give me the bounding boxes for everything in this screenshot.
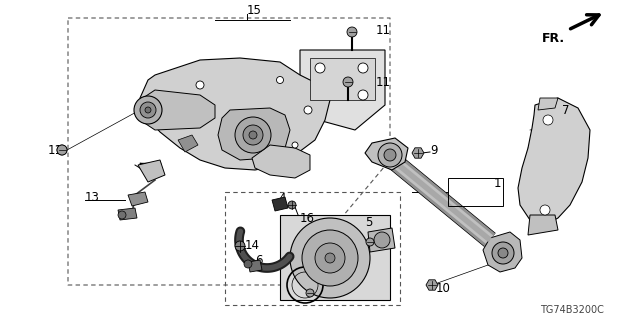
- Text: 1: 1: [494, 177, 502, 189]
- Text: 3: 3: [300, 269, 307, 283]
- Circle shape: [235, 241, 245, 251]
- Circle shape: [57, 145, 67, 155]
- Text: 11: 11: [376, 76, 391, 89]
- Polygon shape: [272, 197, 288, 211]
- Text: 10: 10: [436, 282, 451, 294]
- Circle shape: [304, 106, 312, 114]
- Polygon shape: [248, 260, 262, 272]
- Circle shape: [134, 96, 162, 124]
- Text: 8: 8: [348, 234, 355, 246]
- Circle shape: [378, 143, 402, 167]
- Text: 2: 2: [148, 164, 156, 177]
- Circle shape: [196, 81, 204, 89]
- Circle shape: [235, 117, 271, 153]
- Circle shape: [358, 90, 368, 100]
- Circle shape: [498, 248, 508, 258]
- Circle shape: [315, 243, 345, 273]
- Polygon shape: [310, 58, 375, 100]
- Circle shape: [492, 242, 514, 264]
- Text: 5: 5: [365, 215, 372, 228]
- Polygon shape: [128, 192, 148, 206]
- Circle shape: [57, 145, 67, 155]
- Circle shape: [343, 77, 353, 87]
- Circle shape: [366, 238, 374, 246]
- Polygon shape: [118, 208, 137, 220]
- Circle shape: [145, 107, 151, 113]
- Text: 15: 15: [247, 4, 262, 17]
- Text: FR.: FR.: [542, 32, 565, 45]
- Text: 13: 13: [85, 190, 100, 204]
- Polygon shape: [412, 148, 424, 158]
- Polygon shape: [138, 160, 165, 182]
- Circle shape: [384, 149, 396, 161]
- Polygon shape: [140, 58, 330, 170]
- Circle shape: [244, 260, 252, 268]
- Text: 7: 7: [562, 103, 570, 116]
- Polygon shape: [528, 215, 558, 235]
- Polygon shape: [140, 90, 215, 130]
- Text: 11: 11: [376, 23, 391, 36]
- Text: 4: 4: [278, 191, 285, 204]
- Text: 11: 11: [48, 143, 63, 156]
- Bar: [448, 178, 503, 206]
- Circle shape: [140, 102, 156, 118]
- Text: TG74B3200C: TG74B3200C: [540, 305, 604, 315]
- Text: 8: 8: [319, 284, 326, 298]
- Circle shape: [243, 125, 263, 145]
- Polygon shape: [365, 138, 408, 170]
- Text: 14: 14: [245, 238, 260, 252]
- Polygon shape: [252, 145, 310, 178]
- Circle shape: [249, 131, 257, 139]
- Polygon shape: [538, 98, 558, 110]
- Circle shape: [302, 230, 358, 286]
- Circle shape: [325, 253, 335, 263]
- Circle shape: [347, 27, 357, 37]
- Circle shape: [374, 232, 390, 248]
- Circle shape: [276, 76, 284, 84]
- Polygon shape: [218, 108, 290, 160]
- Polygon shape: [518, 98, 590, 225]
- Circle shape: [543, 115, 553, 125]
- Circle shape: [290, 218, 370, 298]
- Circle shape: [315, 63, 325, 73]
- Circle shape: [292, 142, 298, 148]
- Circle shape: [118, 211, 126, 219]
- Polygon shape: [280, 215, 390, 300]
- Circle shape: [288, 201, 296, 209]
- Text: 16: 16: [300, 212, 315, 225]
- Polygon shape: [178, 135, 198, 152]
- Circle shape: [358, 63, 368, 73]
- Text: 9: 9: [430, 143, 438, 156]
- Text: 6: 6: [255, 253, 262, 267]
- Circle shape: [540, 205, 550, 215]
- Polygon shape: [483, 232, 522, 272]
- Circle shape: [306, 289, 314, 297]
- Polygon shape: [368, 228, 395, 252]
- Polygon shape: [426, 280, 438, 290]
- Polygon shape: [300, 50, 385, 130]
